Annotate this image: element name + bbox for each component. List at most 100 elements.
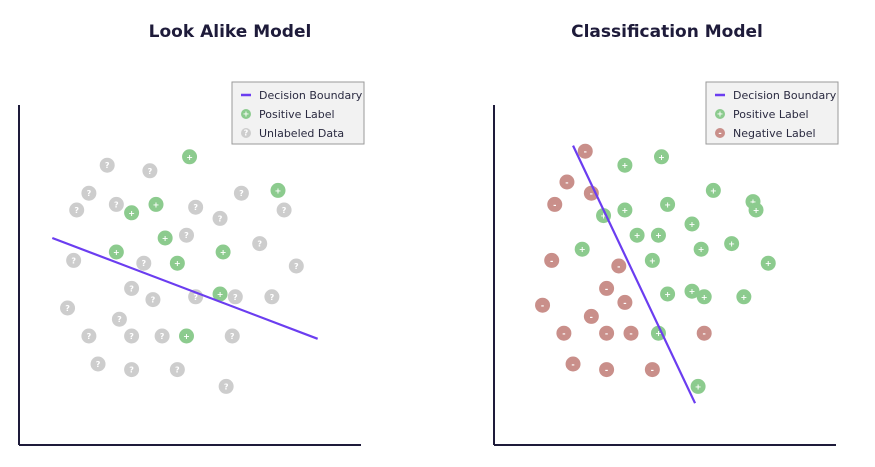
negative-point xyxy=(617,294,633,310)
positive-symbol: + xyxy=(655,329,662,338)
positive-point xyxy=(179,328,194,344)
positive-point xyxy=(660,286,676,302)
positive-symbol: + xyxy=(664,200,671,209)
unlabeled-symbol: ? xyxy=(148,167,153,176)
positive-point xyxy=(650,325,666,341)
negative-symbol: - xyxy=(541,301,544,310)
unlabeled-symbol: ? xyxy=(239,189,244,198)
negative-point xyxy=(583,308,599,324)
positive-point xyxy=(660,196,676,212)
positive-symbol: + xyxy=(765,259,772,268)
positive-point xyxy=(157,230,173,246)
unlabeled-point xyxy=(188,199,204,215)
unlabeled-symbol: ? xyxy=(175,366,180,375)
positive-symbol: + xyxy=(698,245,705,254)
positive-symbol: + xyxy=(600,212,607,221)
legend-box xyxy=(705,81,839,145)
positive-point xyxy=(693,241,709,257)
negative-symbol: - xyxy=(562,329,565,338)
legend-positive-swatch xyxy=(241,109,251,119)
legend-label: Positive Label xyxy=(733,108,809,121)
positive-symbol: + xyxy=(701,293,708,302)
unlabeled-symbol: ? xyxy=(193,203,198,212)
unlabeled-point xyxy=(212,210,228,226)
negative-symbol: - xyxy=(605,284,608,293)
unlabeled-point xyxy=(108,196,124,212)
positive-symbol: + xyxy=(689,220,696,229)
positive-symbol: + xyxy=(750,198,757,207)
positive-symbol: + xyxy=(183,332,190,341)
negative-symbol: - xyxy=(703,329,706,338)
positive-symbol: + xyxy=(658,153,665,162)
negative-symbol: - xyxy=(571,360,574,369)
negative-symbol: - xyxy=(617,262,620,271)
unlabeled-point xyxy=(233,185,249,201)
negative-point xyxy=(599,280,615,296)
negative-point xyxy=(623,325,639,341)
unlabeled-symbol: ? xyxy=(141,259,146,268)
unlabeled-point xyxy=(218,378,234,394)
unlabeled-point xyxy=(99,157,115,173)
unlabeled-symbol: ? xyxy=(87,189,92,198)
positive-symbol: + xyxy=(695,382,702,391)
positive-point xyxy=(650,227,666,243)
positive-symbol: + xyxy=(728,240,735,249)
unlabeled-symbol: ? xyxy=(65,304,70,313)
negative-point xyxy=(565,356,581,372)
negative-symbol: - xyxy=(590,189,593,198)
negative-symbol: - xyxy=(550,256,553,265)
negative-symbol: - xyxy=(651,366,654,375)
unlabeled-symbol: ? xyxy=(224,382,229,391)
unlabeled-symbol: ? xyxy=(193,293,198,302)
positive-symbol: + xyxy=(689,287,696,296)
positive-point xyxy=(696,289,712,305)
legend-swatch-symbol: ? xyxy=(244,129,249,138)
unlabeled-symbol: ? xyxy=(96,360,101,369)
legend-swatch-symbol: + xyxy=(717,110,724,119)
positive-point xyxy=(654,149,669,165)
legend-label: Positive Label xyxy=(259,108,335,121)
negative-symbol: - xyxy=(605,366,608,375)
unlabeled-point xyxy=(227,289,243,305)
positive-symbol: + xyxy=(622,161,629,170)
legend-swatch-symbol: - xyxy=(718,129,721,138)
unlabeled-symbol: ? xyxy=(129,366,134,375)
chart-title-classification: Classification Model xyxy=(571,22,763,42)
positive-point xyxy=(684,216,700,232)
unlabeled-point xyxy=(224,328,240,344)
unlabeled-point xyxy=(81,328,97,344)
positive-point xyxy=(629,227,645,243)
unlabeled-point xyxy=(179,227,194,243)
unlabeled-symbol: ? xyxy=(129,332,134,341)
positive-symbol: + xyxy=(740,293,747,302)
unlabeled-symbol: ? xyxy=(282,206,287,215)
negative-point xyxy=(547,196,563,212)
negative-symbol: - xyxy=(553,200,556,209)
unlabeled-symbol: ? xyxy=(184,231,189,240)
legend-label: Decision Boundary xyxy=(259,89,363,102)
positive-symbol: + xyxy=(710,186,717,195)
positive-symbol: + xyxy=(753,206,760,215)
unlabeled-symbol: ? xyxy=(129,284,134,293)
negative-point xyxy=(583,185,599,201)
positive-point xyxy=(148,196,164,212)
positive-symbol: + xyxy=(162,234,169,243)
unlabeled-point xyxy=(66,252,82,268)
positive-symbol: + xyxy=(217,290,224,299)
unlabeled-symbol: ? xyxy=(87,332,92,341)
positive-symbol: + xyxy=(153,200,160,209)
unlabeled-point xyxy=(154,328,170,344)
positive-symbol: + xyxy=(186,153,193,162)
positive-point xyxy=(169,255,185,271)
unlabeled-point xyxy=(81,185,97,201)
negative-point xyxy=(577,143,593,159)
positive-symbol: + xyxy=(664,290,671,299)
unlabeled-point xyxy=(264,289,280,305)
chart-title-look-alike: Look Alike Model xyxy=(148,22,312,42)
legend-swatch-symbol: + xyxy=(243,110,250,119)
unlabeled-symbol: ? xyxy=(230,332,235,341)
positive-point xyxy=(617,157,633,173)
negative-symbol: - xyxy=(584,147,587,156)
unlabeled-point xyxy=(145,292,161,308)
